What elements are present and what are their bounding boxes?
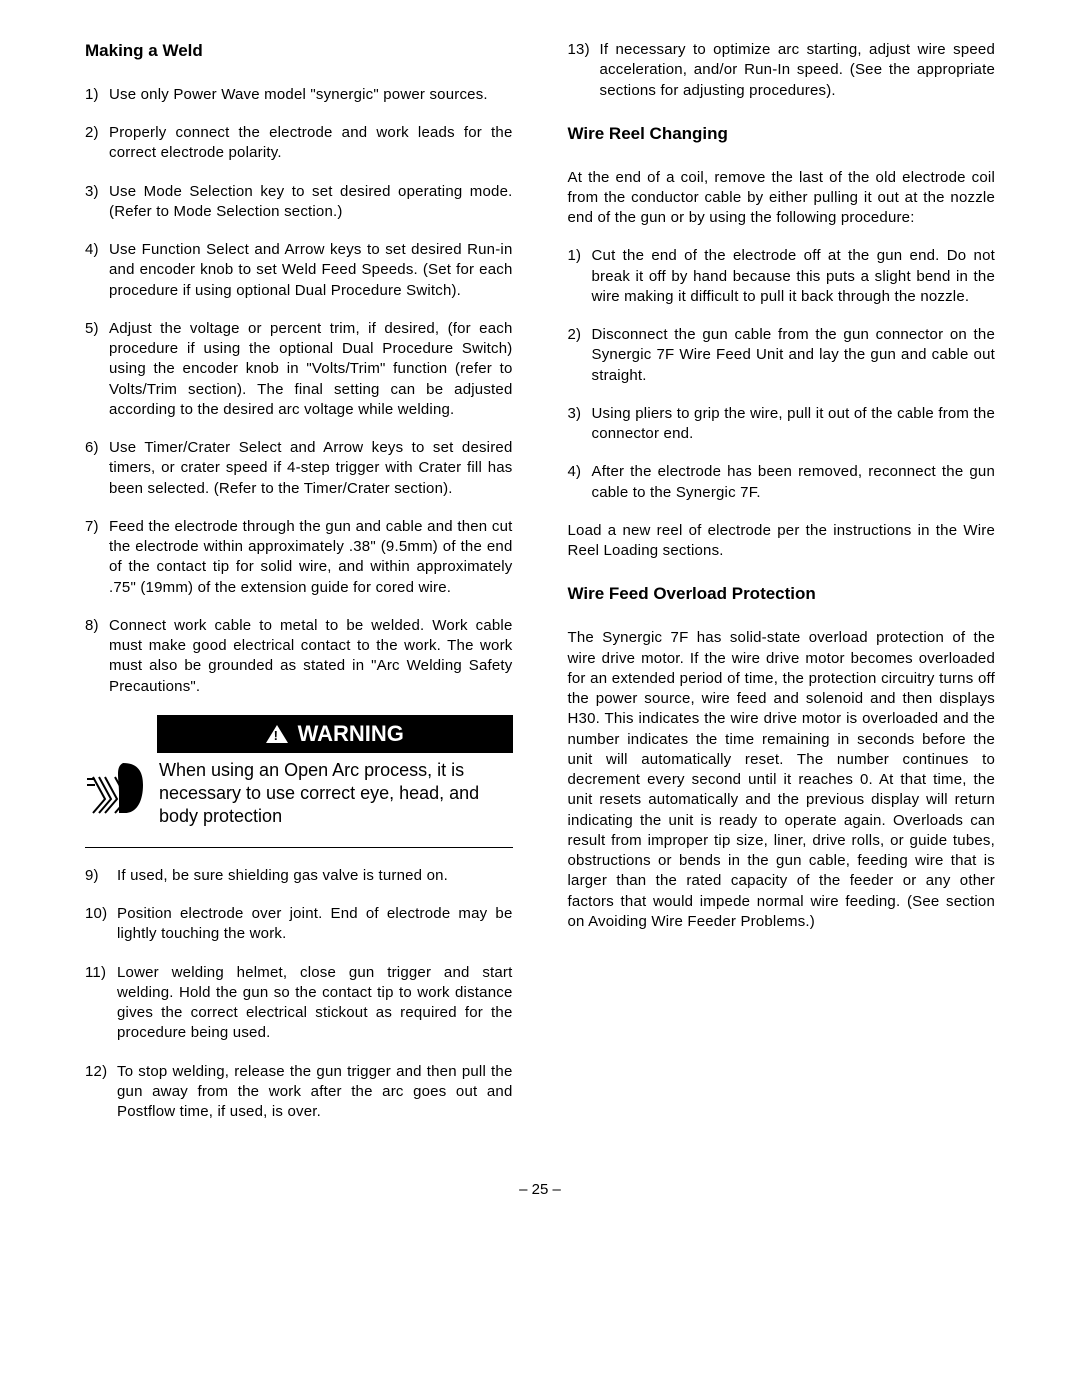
list-text: Using pliers to grip the wire, pull it o… xyxy=(592,404,996,445)
list-number: 3) xyxy=(568,404,592,445)
list-number: 10) xyxy=(85,904,117,945)
list-number: 3) xyxy=(85,182,109,223)
list-item: 13)If necessary to optimize arc starting… xyxy=(568,40,996,101)
heading-wire-reel: Wire Reel Changing xyxy=(568,123,996,146)
warning-triangle-icon xyxy=(266,725,288,743)
making-weld-list: 1)Use only Power Wave model "synergic" p… xyxy=(85,85,513,697)
list-item: 10)Position electrode over joint. End of… xyxy=(85,904,513,945)
heading-making-a-weld: Making a Weld xyxy=(85,40,513,63)
warning-row: When using an Open Arc process, it is ne… xyxy=(85,759,513,829)
list-number: 4) xyxy=(85,240,109,301)
list-text: Cut the end of the electrode off at the … xyxy=(592,246,996,307)
list-number: 1) xyxy=(85,85,109,105)
list-number: 12) xyxy=(85,1062,117,1123)
two-column-layout: Making a Weld 1)Use only Power Wave mode… xyxy=(85,40,995,1140)
list-text: Use Timer/Crater Select and Arrow keys t… xyxy=(109,438,513,499)
wire-reel-list: 1)Cut the end of the electrode off at th… xyxy=(568,246,996,503)
making-weld-list-2: 9)If used, be sure shielding gas valve i… xyxy=(85,866,513,1123)
list-item: 8)Connect work cable to metal to be weld… xyxy=(85,616,513,697)
list-number: 5) xyxy=(85,319,109,420)
right-column: 13)If necessary to optimize arc starting… xyxy=(568,40,996,1140)
warning-text: When using an Open Arc process, it is ne… xyxy=(159,759,513,829)
list-text: Properly connect the electrode and work … xyxy=(109,123,513,164)
list-item: 11)Lower welding helmet, close gun trigg… xyxy=(85,963,513,1044)
list-text: Lower welding helmet, close gun trigger … xyxy=(117,963,513,1044)
list-number: 1) xyxy=(568,246,592,307)
list-item: 1)Cut the end of the electrode off at th… xyxy=(568,246,996,307)
list-item: 9)If used, be sure shielding gas valve i… xyxy=(85,866,513,886)
list-item: 4)After the electrode has been removed, … xyxy=(568,462,996,503)
list-item: 2)Properly connect the electrode and wor… xyxy=(85,123,513,164)
page-number: – 25 – xyxy=(85,1180,995,1200)
list-item: 2)Disconnect the gun cable from the gun … xyxy=(568,325,996,386)
list-text: Position electrode over joint. End of el… xyxy=(117,904,513,945)
list-text: Use Function Select and Arrow keys to se… xyxy=(109,240,513,301)
list-number: 4) xyxy=(568,462,592,503)
making-weld-list-cont: 13)If necessary to optimize arc starting… xyxy=(568,40,996,101)
list-number: 8) xyxy=(85,616,109,697)
list-number: 2) xyxy=(85,123,109,164)
list-item: 3)Use Mode Selection key to set desired … xyxy=(85,182,513,223)
list-text: Connect work cable to metal to be welded… xyxy=(109,616,513,697)
wire-reel-outro: Load a new reel of electrode per the ins… xyxy=(568,521,996,562)
list-item: 1)Use only Power Wave model "synergic" p… xyxy=(85,85,513,105)
list-text: Use Mode Selection key to set desired op… xyxy=(109,182,513,223)
list-item: 4)Use Function Select and Arrow keys to … xyxy=(85,240,513,301)
list-text: After the electrode has been removed, re… xyxy=(592,462,996,503)
list-text: Use only Power Wave model "synergic" pow… xyxy=(109,85,513,105)
warning-label: WARNING xyxy=(298,721,404,746)
list-item: 6)Use Timer/Crater Select and Arrow keys… xyxy=(85,438,513,499)
list-number: 9) xyxy=(85,866,117,886)
list-text: If necessary to optimize arc starting, a… xyxy=(600,40,996,101)
list-text: Adjust the voltage or percent trim, if d… xyxy=(109,319,513,420)
list-text: Feed the electrode through the gun and c… xyxy=(109,517,513,598)
warning-banner: WARNING xyxy=(157,715,513,753)
list-item: 5)Adjust the voltage or percent trim, if… xyxy=(85,319,513,420)
list-number: 7) xyxy=(85,517,109,598)
list-number: 2) xyxy=(568,325,592,386)
warning-box: WARNING W xyxy=(85,715,513,829)
list-text: If used, be sure shielding gas valve is … xyxy=(117,866,513,886)
list-number: 6) xyxy=(85,438,109,499)
list-item: 7)Feed the electrode through the gun and… xyxy=(85,517,513,598)
list-number: 11) xyxy=(85,963,117,1044)
overload-paragraph: The Synergic 7F has solid-state overload… xyxy=(568,628,996,932)
wire-reel-intro: At the end of a coil, remove the last of… xyxy=(568,168,996,229)
list-text: To stop welding, release the gun trigger… xyxy=(117,1062,513,1123)
list-item: 12)To stop welding, release the gun trig… xyxy=(85,1062,513,1123)
list-item: 3)Using pliers to grip the wire, pull it… xyxy=(568,404,996,445)
left-column: Making a Weld 1)Use only Power Wave mode… xyxy=(85,40,513,1140)
list-text: Disconnect the gun cable from the gun co… xyxy=(592,325,996,386)
heading-overload: Wire Feed Overload Protection xyxy=(568,583,996,606)
list-number: 13) xyxy=(568,40,600,101)
divider xyxy=(85,847,513,848)
welder-helmet-icon xyxy=(85,759,149,821)
